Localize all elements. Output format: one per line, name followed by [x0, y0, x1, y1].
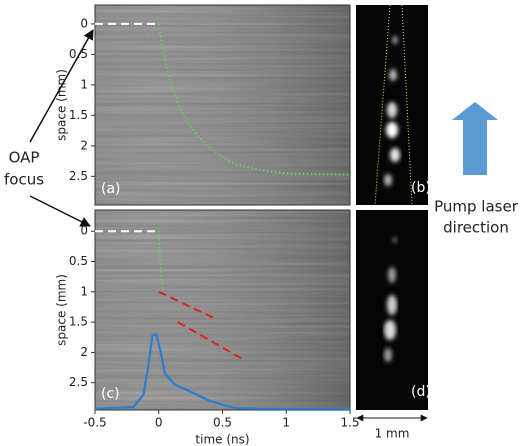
panel-label: (c) — [101, 386, 120, 402]
y-tick-label: 2.5 — [69, 375, 88, 389]
y-tick-label: 1.5 — [69, 108, 88, 122]
y-axis-label: space (mm) — [55, 69, 69, 141]
pump-label: Pump laser — [434, 198, 519, 216]
y-tick-label: 2 — [80, 138, 88, 152]
streak-shade — [95, 210, 350, 410]
y-tick-label: 1 — [80, 284, 88, 298]
pump-label: direction — [443, 219, 509, 237]
x-tick-label: 0 — [155, 416, 163, 430]
x-tick-label: 0.5 — [213, 416, 232, 430]
pump-arrow — [452, 102, 498, 175]
image-b-spots — [384, 36, 400, 186]
panel-images — [95, 4, 428, 410]
guide-line — [374, 4, 391, 206]
x-axis-label: time (ns) — [195, 433, 249, 446]
x-tick-label: 1 — [282, 416, 290, 430]
image-d-spots — [384, 237, 397, 362]
x-tick-label: -0.5 — [83, 416, 106, 430]
panel-label: (a) — [101, 181, 121, 197]
y-tick-label: 2.5 — [69, 169, 88, 183]
streak-shade — [95, 5, 350, 205]
y-tick-label: 2 — [80, 345, 88, 359]
y-tick-label: 1.5 — [69, 315, 88, 329]
arrow — [29, 29, 94, 143]
series-line — [157, 231, 164, 291]
x-tick-label: 1.5 — [340, 416, 359, 430]
y-tick-label: 1 — [80, 77, 88, 91]
scale-label: 1 mm — [375, 427, 410, 441]
series-line — [94, 332, 350, 410]
y-tick-label: 0 — [80, 224, 88, 238]
plot-frame — [94, 4, 351, 206]
y-axis-label: space (mm) — [55, 274, 69, 346]
y-tick-label: 0 — [80, 16, 88, 30]
guide-line — [401, 4, 413, 206]
oap-label: OAP — [9, 149, 40, 167]
panel-label: (d) — [411, 384, 431, 400]
arrow — [29, 195, 91, 227]
oap-label: focus — [4, 171, 44, 189]
y-tick-label: 0.5 — [69, 47, 88, 61]
y-tick-label: 0.5 — [69, 254, 88, 268]
series-line — [158, 290, 217, 320]
panel-label: (b) — [411, 180, 431, 196]
